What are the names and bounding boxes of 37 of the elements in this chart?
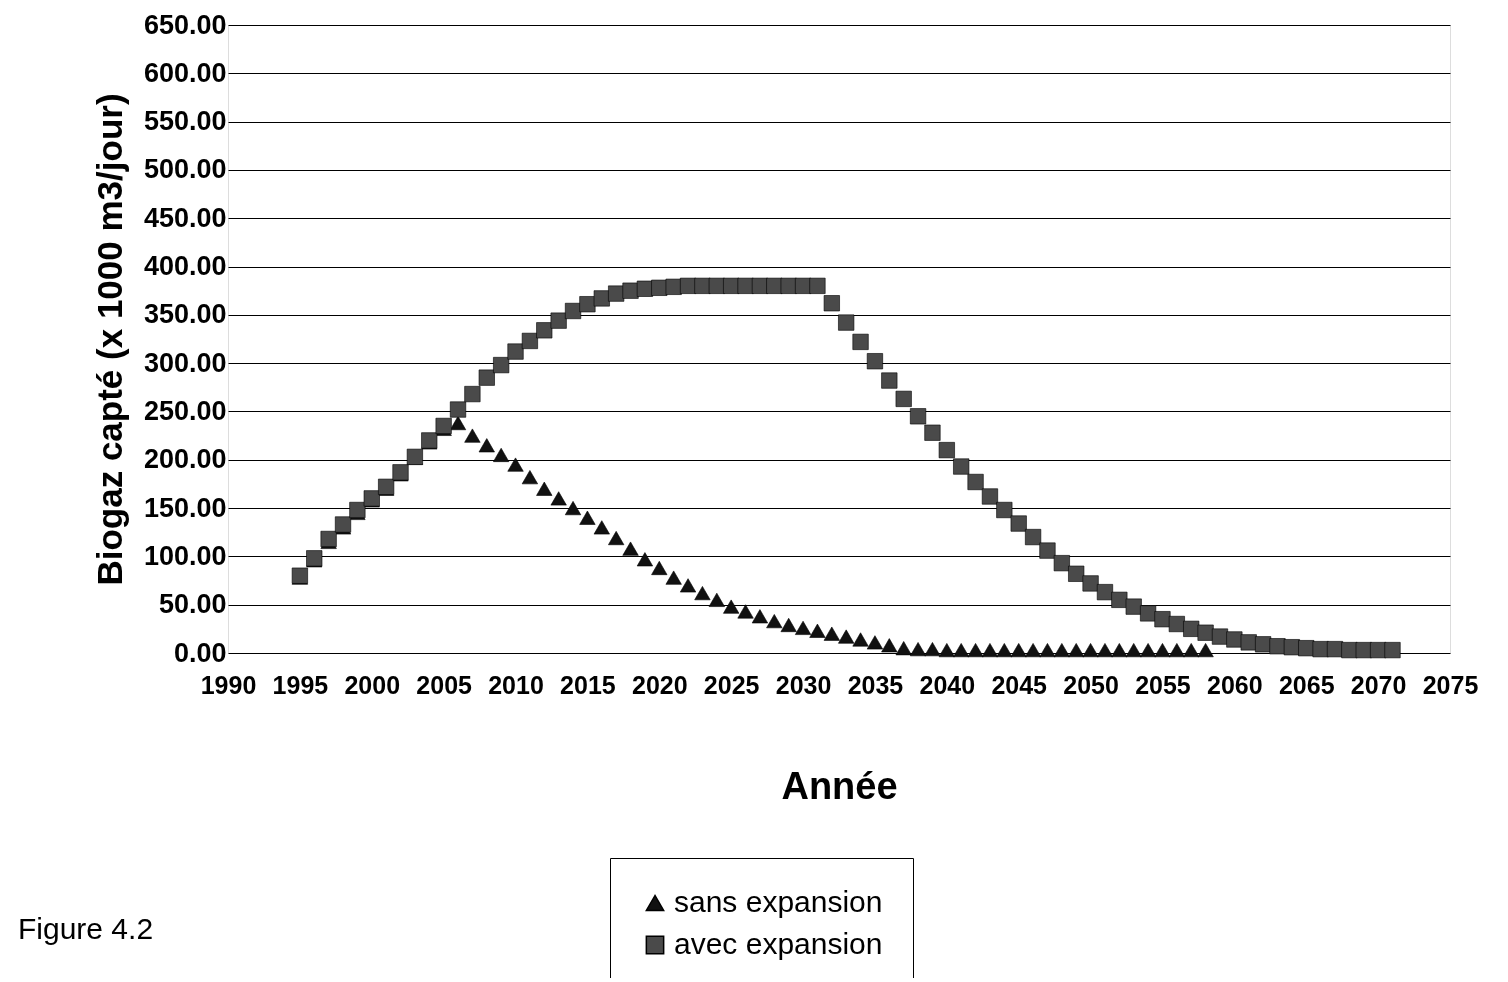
x-tick-label: 2040 bbox=[919, 670, 976, 699]
x-tick-label: 2015 bbox=[560, 670, 616, 699]
y-tick-label: 450.00 bbox=[143, 202, 227, 233]
y-tick-label: 50.00 bbox=[158, 589, 227, 620]
x-tick-label: 2010 bbox=[488, 670, 544, 699]
x-tick-label: 2065 bbox=[1278, 670, 1335, 699]
x-tick-label: 1995 bbox=[272, 670, 329, 699]
y-tick-label: 400.00 bbox=[143, 251, 227, 282]
x-tick-label: 2000 bbox=[344, 670, 401, 699]
y-tick-label: 150.00 bbox=[143, 492, 227, 523]
x-tick-label: 2060 bbox=[1207, 670, 1263, 699]
y-tick-label: 500.00 bbox=[143, 154, 227, 185]
y-tick-label: 200.00 bbox=[143, 444, 227, 475]
x-tick-label: 2075 bbox=[1422, 670, 1479, 699]
x-tick-label: 1990 bbox=[200, 670, 257, 699]
x-tick-label: 2005 bbox=[416, 670, 473, 699]
y-tick-label: 550.00 bbox=[143, 106, 227, 137]
y-tick-label: 650.00 bbox=[143, 9, 227, 40]
x-tick-label: 2035 bbox=[847, 670, 904, 699]
x-tick-label: 2070 bbox=[1350, 670, 1407, 699]
caption: Figure 4.2 bbox=[18, 912, 154, 945]
x-tick-label: 2020 bbox=[631, 670, 688, 699]
legend-label: sans expansion bbox=[674, 885, 883, 918]
y-tick-label: 0.00 bbox=[173, 637, 227, 668]
x-tick-label: 2050 bbox=[1063, 670, 1119, 699]
y-tick-label: 250.00 bbox=[143, 395, 227, 426]
x-tick-label: 2030 bbox=[775, 670, 832, 699]
y-axis-title: Biogaz capté (x 1000 m3/jour) bbox=[89, 93, 129, 586]
x-tick-label: 2045 bbox=[991, 670, 1048, 699]
x-tick-label: 2025 bbox=[703, 670, 760, 699]
legend-label: avec expansion bbox=[674, 927, 883, 960]
y-tick-label: 350.00 bbox=[143, 299, 227, 330]
x-tick-label: 2055 bbox=[1135, 670, 1191, 699]
x-axis-title: Année bbox=[781, 764, 898, 807]
y-tick-label: 600.00 bbox=[143, 57, 227, 88]
y-tick-label: 300.00 bbox=[143, 347, 227, 378]
y-tick-label: 100.00 bbox=[143, 540, 227, 571]
